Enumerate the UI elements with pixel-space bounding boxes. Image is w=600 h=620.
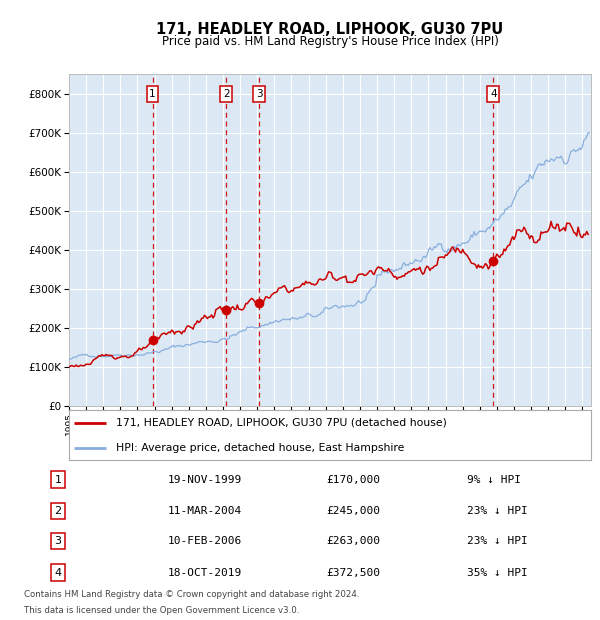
Text: 2: 2	[223, 89, 230, 99]
Text: £170,000: £170,000	[326, 474, 380, 484]
Text: 1: 1	[55, 474, 62, 484]
Text: This data is licensed under the Open Government Licence v3.0.: This data is licensed under the Open Gov…	[24, 606, 299, 616]
Text: 10-FEB-2006: 10-FEB-2006	[168, 536, 242, 546]
Text: Contains HM Land Registry data © Crown copyright and database right 2024.: Contains HM Land Registry data © Crown c…	[24, 590, 359, 600]
Text: HPI: Average price, detached house, East Hampshire: HPI: Average price, detached house, East…	[116, 443, 404, 453]
Text: £263,000: £263,000	[326, 536, 380, 546]
Text: 35% ↓ HPI: 35% ↓ HPI	[467, 567, 527, 578]
Text: £372,500: £372,500	[326, 567, 380, 578]
Text: 9% ↓ HPI: 9% ↓ HPI	[467, 474, 521, 484]
Text: 23% ↓ HPI: 23% ↓ HPI	[467, 506, 527, 516]
Text: 23% ↓ HPI: 23% ↓ HPI	[467, 536, 527, 546]
Text: 19-NOV-1999: 19-NOV-1999	[168, 474, 242, 484]
Text: 4: 4	[55, 567, 62, 578]
Text: £245,000: £245,000	[326, 506, 380, 516]
Text: 3: 3	[256, 89, 262, 99]
Text: 1: 1	[149, 89, 156, 99]
Text: 171, HEADLEY ROAD, LIPHOOK, GU30 7PU: 171, HEADLEY ROAD, LIPHOOK, GU30 7PU	[157, 22, 503, 37]
Text: 4: 4	[490, 89, 497, 99]
Text: 18-OCT-2019: 18-OCT-2019	[168, 567, 242, 578]
Text: 171, HEADLEY ROAD, LIPHOOK, GU30 7PU (detached house): 171, HEADLEY ROAD, LIPHOOK, GU30 7PU (de…	[116, 418, 447, 428]
Text: 2: 2	[55, 506, 62, 516]
Text: Price paid vs. HM Land Registry's House Price Index (HPI): Price paid vs. HM Land Registry's House …	[161, 35, 499, 48]
Text: 3: 3	[55, 536, 62, 546]
Text: 11-MAR-2004: 11-MAR-2004	[168, 506, 242, 516]
